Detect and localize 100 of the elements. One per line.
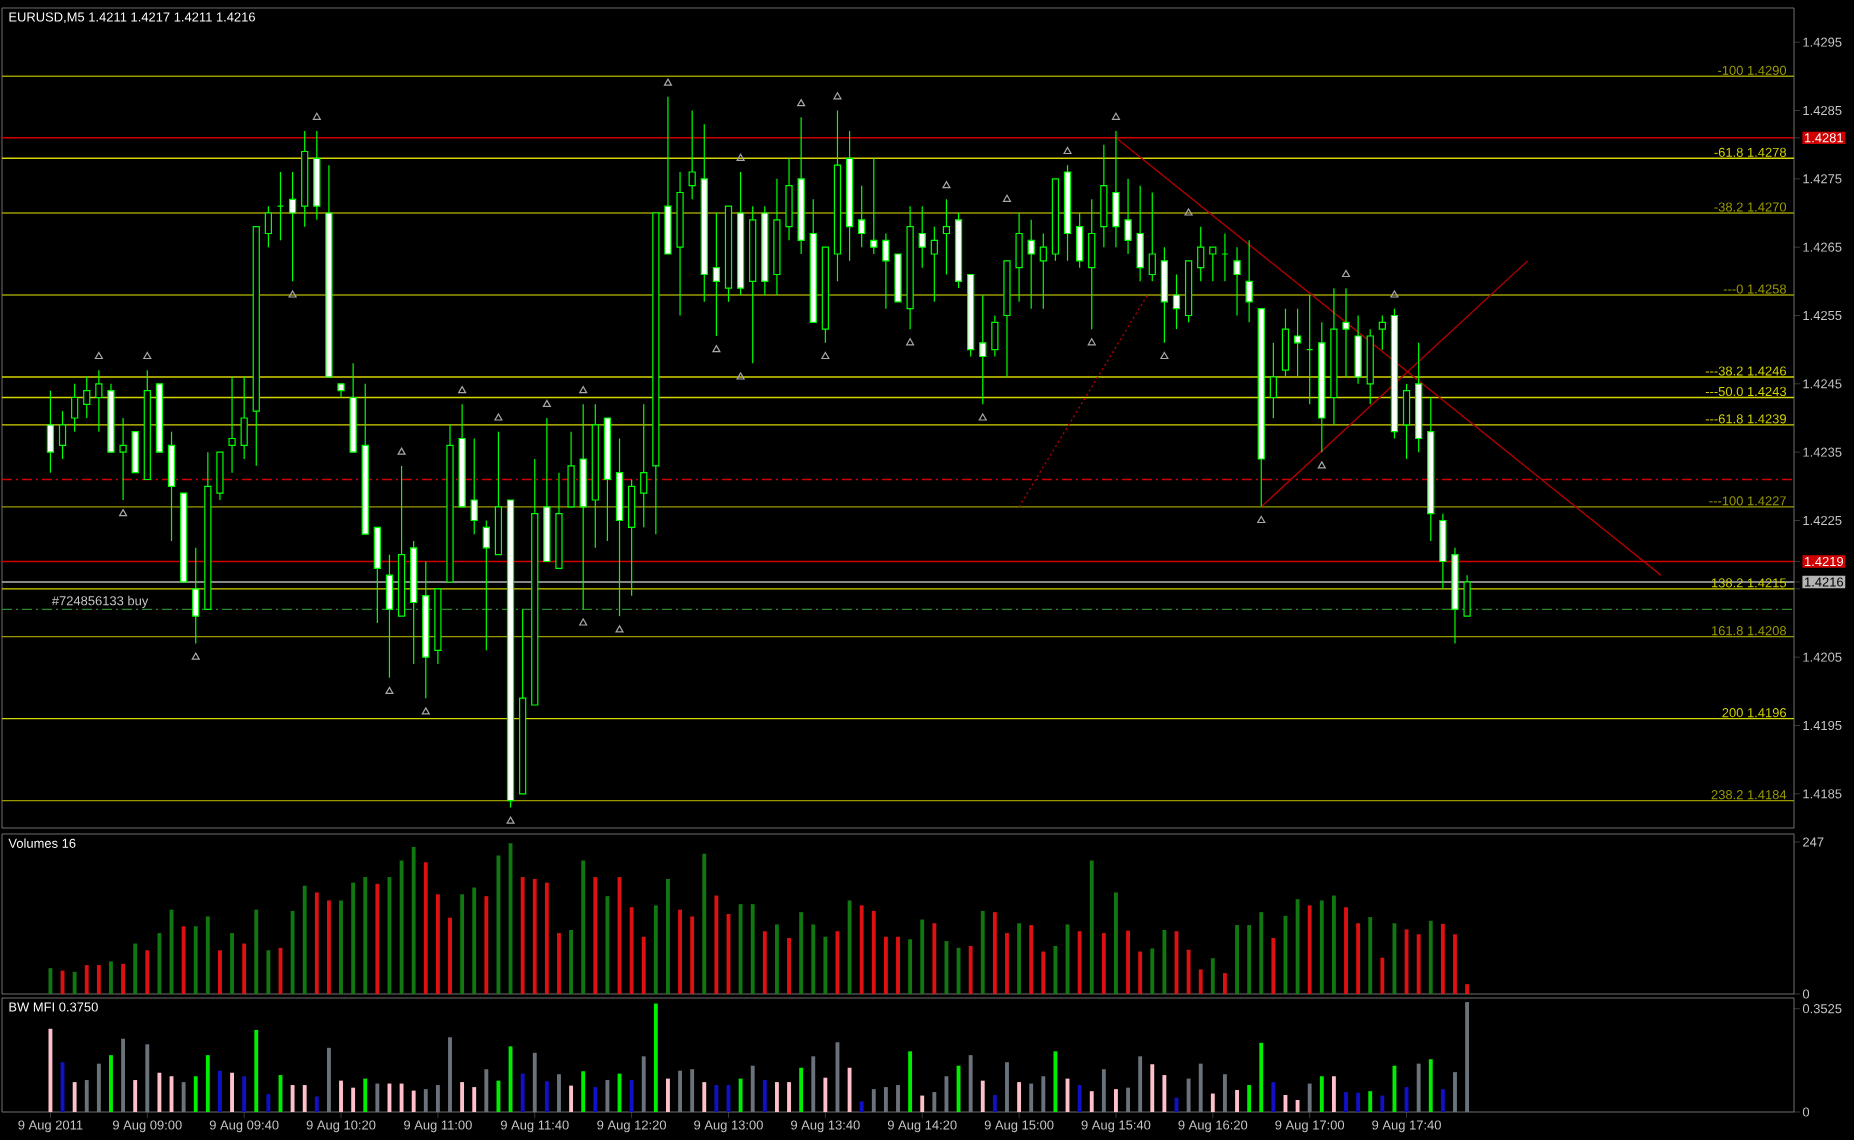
candlestick — [930, 226, 938, 303]
point — [579, 386, 588, 394]
candlestick — [1402, 383, 1411, 460]
candlestick — [373, 526, 381, 624]
candlestick — [1342, 287, 1350, 378]
candlestick — [494, 431, 503, 556]
candlestick — [240, 376, 248, 460]
candlestick — [1027, 219, 1035, 310]
candlestick — [119, 417, 127, 501]
candlestick — [1269, 342, 1277, 419]
candlestick — [1112, 130, 1120, 248]
point — [542, 399, 551, 407]
candlestick — [894, 253, 902, 303]
point — [797, 99, 806, 107]
candlestick — [1354, 314, 1362, 385]
candlestick — [1124, 178, 1132, 255]
point — [1063, 146, 1072, 155]
candlestick — [688, 109, 696, 200]
point — [458, 386, 467, 394]
candlestick — [712, 212, 721, 337]
point — [1002, 194, 1012, 202]
candlestick — [567, 431, 575, 508]
point — [579, 618, 588, 626]
candlestick — [58, 410, 67, 460]
candlestick — [579, 403, 587, 610]
candlestick — [1088, 198, 1096, 330]
point — [191, 652, 200, 660]
point — [119, 509, 128, 517]
candlestick — [1233, 246, 1241, 317]
point — [397, 447, 406, 455]
candlestick — [131, 431, 139, 474]
candlestick — [1197, 226, 1205, 282]
point — [385, 686, 394, 694]
point — [94, 351, 103, 360]
candlestick — [1100, 144, 1108, 248]
candlestick — [991, 314, 999, 358]
candlestick — [313, 130, 321, 221]
candlestick — [264, 205, 273, 248]
candlestick — [1148, 191, 1156, 282]
point — [312, 112, 321, 120]
point — [1184, 208, 1193, 216]
point — [1317, 461, 1326, 469]
candlestick — [1293, 308, 1302, 378]
candlestick — [882, 232, 890, 310]
candlestick — [628, 478, 636, 597]
candlestick — [1378, 314, 1386, 351]
candlestick — [83, 376, 91, 419]
candlestick — [918, 205, 926, 269]
candlestick — [1160, 246, 1169, 344]
candlestick — [1463, 574, 1471, 617]
candlestick — [858, 185, 866, 248]
candlestick — [979, 294, 987, 405]
candlestick — [664, 96, 672, 255]
candlestick — [1245, 239, 1253, 323]
candlestick — [71, 383, 79, 433]
point — [736, 153, 745, 161]
point — [143, 351, 152, 360]
point — [494, 413, 503, 421]
candlestick — [1366, 328, 1374, 405]
candlestick — [167, 431, 176, 542]
candlestick — [1039, 232, 1047, 310]
candlestick — [288, 171, 297, 282]
candlestick — [482, 519, 490, 651]
candlestick — [785, 157, 793, 241]
candlestick — [1209, 246, 1217, 282]
candlestick — [1281, 308, 1290, 378]
candlestick — [46, 390, 55, 474]
point — [506, 816, 515, 824]
point — [978, 413, 987, 421]
point — [1390, 290, 1399, 298]
point — [906, 338, 915, 346]
candlestick — [192, 547, 200, 645]
point — [1160, 351, 1169, 360]
point — [1341, 269, 1351, 278]
candlestick — [1076, 212, 1084, 269]
candlestick — [228, 376, 236, 474]
candlestick — [1015, 212, 1023, 303]
point — [1257, 515, 1266, 524]
point — [615, 625, 624, 633]
point — [942, 181, 951, 189]
point — [833, 92, 842, 100]
point — [1087, 338, 1096, 346]
candlestick — [216, 451, 224, 501]
candlestick — [640, 403, 648, 528]
point — [736, 372, 745, 380]
candlestick — [95, 369, 103, 433]
candlestick — [1172, 273, 1181, 330]
point — [712, 345, 721, 353]
candlestick — [1136, 185, 1144, 282]
candlestick — [942, 198, 951, 276]
point — [288, 290, 297, 298]
candlestick — [1439, 513, 1447, 590]
point — [821, 351, 830, 360]
point — [421, 707, 430, 715]
candlestick — [470, 437, 478, 535]
candlestick — [870, 157, 878, 255]
candlestick — [385, 554, 394, 679]
point — [1111, 112, 1121, 120]
point — [663, 78, 673, 86]
candlestick — [615, 437, 624, 617]
